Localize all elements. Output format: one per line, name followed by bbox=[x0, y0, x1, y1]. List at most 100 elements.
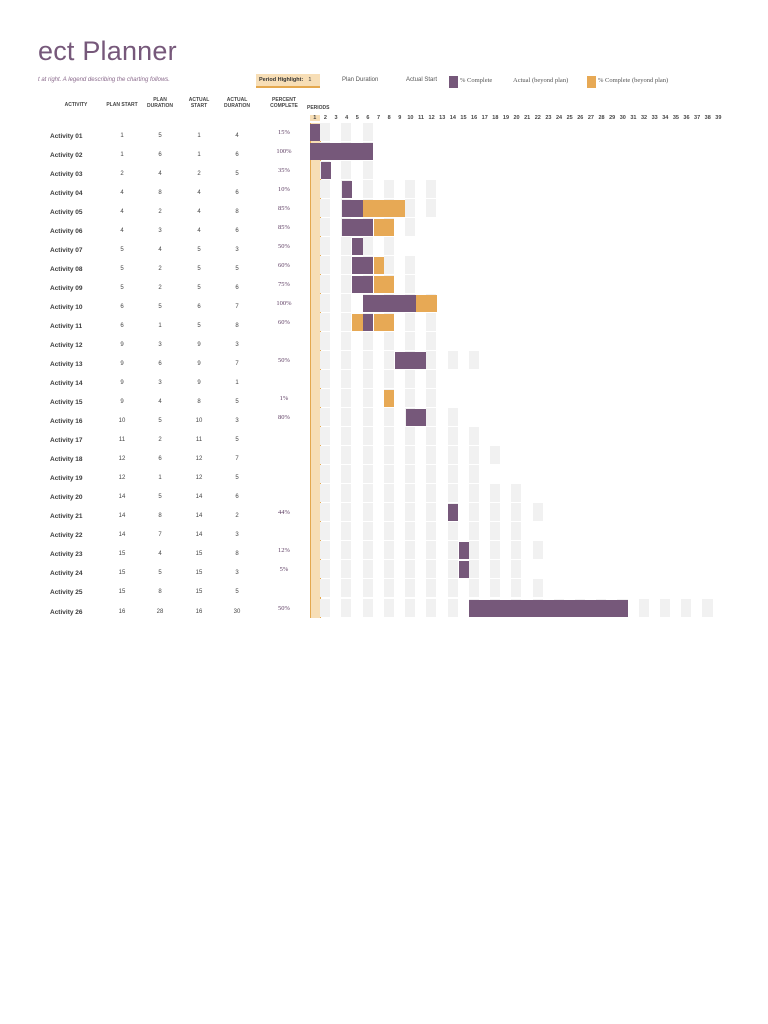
period-cell bbox=[405, 560, 416, 579]
period-number: 22 bbox=[534, 115, 541, 121]
period-number: 10 bbox=[407, 115, 414, 121]
period-cell bbox=[320, 370, 331, 389]
actual-start-value: 14 bbox=[195, 532, 203, 539]
activity-name: Activity 05 bbox=[50, 209, 83, 217]
period-cell bbox=[490, 560, 501, 579]
actual-start-value: 14 bbox=[195, 494, 203, 501]
period-cell bbox=[383, 484, 394, 503]
period-cell bbox=[320, 503, 331, 522]
period-highlight-field[interactable]: Period Highlight: 1 bbox=[256, 74, 320, 88]
plan-duration-value: 8 bbox=[158, 190, 162, 197]
actual-duration-value: 30 bbox=[233, 608, 241, 615]
plan-start-value: 2 bbox=[120, 171, 124, 178]
actual-duration-value: 5 bbox=[235, 399, 239, 406]
percent-complete-value: 100% bbox=[276, 148, 292, 156]
period-cell bbox=[447, 560, 458, 579]
activity-name: Activity 10 bbox=[50, 304, 83, 312]
period-cell bbox=[320, 522, 331, 541]
percent-complete-value: 50% bbox=[278, 357, 290, 365]
period-cell bbox=[426, 579, 437, 598]
actual-start-value: 9 bbox=[197, 361, 201, 368]
plan-start-value: 16 bbox=[118, 608, 126, 615]
period-cell bbox=[320, 541, 331, 560]
period-cell bbox=[426, 446, 437, 465]
activity-name: Activity 06 bbox=[50, 228, 83, 236]
period-cell bbox=[341, 503, 352, 522]
plan-duration-value: 1 bbox=[158, 475, 162, 482]
percent-complete-value: 85% bbox=[278, 224, 290, 232]
period-highlight-value[interactable]: 1 bbox=[308, 77, 312, 83]
plan-duration-value: 8 bbox=[158, 513, 162, 520]
period-cell bbox=[383, 446, 394, 465]
period-cell bbox=[383, 427, 394, 446]
period-cell bbox=[405, 370, 416, 389]
period-cell bbox=[341, 408, 352, 427]
period-number: 35 bbox=[672, 115, 679, 121]
period-number: 26 bbox=[577, 115, 584, 121]
plan-start-value: 14 bbox=[118, 494, 126, 501]
period-cell bbox=[447, 579, 458, 598]
actual-duration-value: 6 bbox=[235, 285, 239, 292]
gantt-bar-beyond bbox=[416, 295, 437, 313]
plan-duration-value: 5 bbox=[158, 570, 162, 577]
period-cell bbox=[362, 598, 373, 617]
plan-start-value: 9 bbox=[120, 361, 124, 368]
period-cell bbox=[468, 446, 479, 465]
plan-start-value: 9 bbox=[120, 380, 124, 387]
period-number: 2 bbox=[323, 115, 327, 121]
period-cell bbox=[659, 598, 671, 617]
activity-name: Activity 01 bbox=[50, 133, 83, 140]
period-number: 8 bbox=[387, 115, 391, 121]
period-cell bbox=[468, 579, 479, 598]
period-cell bbox=[362, 351, 373, 370]
period-cell bbox=[362, 522, 373, 541]
period-cell bbox=[426, 389, 437, 408]
percent-complete-value: 1% bbox=[279, 395, 289, 403]
plan-duration-value: 1 bbox=[158, 323, 162, 330]
period-cell bbox=[341, 427, 352, 446]
gantt-bar-beyond bbox=[373, 219, 395, 237]
plan-start-value: 12 bbox=[118, 456, 126, 463]
plan-start-value: 14 bbox=[118, 532, 126, 539]
plan-duration-value: 5 bbox=[158, 133, 162, 139]
actual-start-value: 1 bbox=[197, 133, 201, 139]
period-cell bbox=[362, 408, 373, 427]
period-cell bbox=[447, 408, 458, 427]
actual-start-value: 15 bbox=[195, 570, 203, 577]
period-cell bbox=[490, 522, 501, 541]
period-cell bbox=[532, 579, 543, 598]
plan-duration-value: 6 bbox=[158, 456, 162, 463]
actual-duration-value: 7 bbox=[235, 304, 239, 311]
legend-actual-beyond: Actual (beyond plan) bbox=[513, 77, 569, 84]
col-percent-complete-line2: COMPLETE bbox=[270, 103, 298, 109]
period-cell bbox=[341, 389, 352, 408]
activity-name: Activity 08 bbox=[50, 266, 83, 274]
plan-start-value: 10 bbox=[118, 418, 126, 425]
percent-complete-value: 85% bbox=[278, 205, 290, 213]
legend-plan-duration: Plan Duration bbox=[342, 77, 379, 83]
period-cell bbox=[383, 332, 394, 351]
period-number: 1 bbox=[309, 115, 321, 121]
period-cell bbox=[426, 408, 437, 427]
plan-start-value: 4 bbox=[120, 209, 124, 216]
period-cell bbox=[320, 275, 331, 294]
percent-complete-value: 100% bbox=[276, 300, 292, 308]
col-actual-duration-line2: DURATION bbox=[223, 103, 250, 109]
percent-complete-value: 5% bbox=[279, 566, 289, 574]
period-cell bbox=[362, 465, 373, 484]
period-cell bbox=[511, 503, 522, 522]
period-cell bbox=[468, 503, 479, 522]
period-cell bbox=[383, 256, 394, 275]
percent-complete-value: 15% bbox=[278, 129, 290, 136]
gantt-bar-beyond bbox=[373, 257, 384, 275]
plan-duration-value: 2 bbox=[158, 285, 162, 292]
period-cell bbox=[490, 503, 501, 522]
plan-start-value: 15 bbox=[118, 570, 126, 577]
period-number: 28 bbox=[598, 115, 605, 121]
plan-start-value: 12 bbox=[118, 475, 126, 482]
period-cell bbox=[490, 446, 501, 465]
period-number: 16 bbox=[471, 115, 478, 121]
actual-start-value: 2 bbox=[197, 171, 201, 178]
actual-duration-value: 5 bbox=[235, 171, 239, 178]
actual-start-value: 5 bbox=[197, 285, 201, 292]
